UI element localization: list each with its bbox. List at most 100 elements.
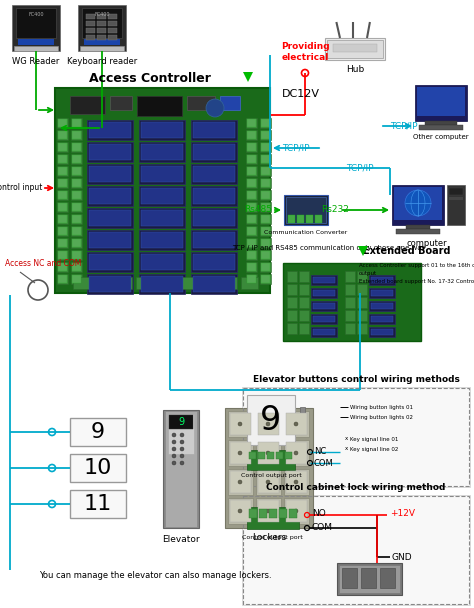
- Bar: [228, 469, 253, 495]
- Bar: [342, 568, 357, 588]
- Bar: [260, 130, 271, 140]
- Circle shape: [266, 509, 270, 513]
- Bar: [258, 500, 279, 522]
- Bar: [299, 284, 309, 295]
- Bar: [70, 418, 126, 446]
- Bar: [269, 509, 277, 518]
- Bar: [394, 187, 442, 220]
- Circle shape: [238, 422, 242, 426]
- Bar: [260, 262, 271, 272]
- Bar: [72, 215, 81, 223]
- Bar: [246, 238, 257, 248]
- Text: Other computer: Other computer: [413, 134, 469, 140]
- Bar: [396, 229, 440, 234]
- Circle shape: [172, 433, 176, 437]
- Text: computer: computer: [407, 238, 447, 247]
- Bar: [199, 277, 216, 289]
- Circle shape: [180, 454, 184, 458]
- Bar: [369, 301, 395, 311]
- Bar: [284, 195, 328, 225]
- Text: You can manage the elevator can also manage lockers.: You can manage the elevator can also man…: [39, 570, 271, 579]
- Bar: [71, 118, 82, 128]
- Bar: [261, 143, 270, 151]
- Bar: [71, 142, 82, 152]
- Bar: [337, 563, 402, 595]
- Text: Access Controller support 01 to the 16th control: Access Controller support 01 to the 16th…: [359, 263, 474, 269]
- Bar: [247, 191, 256, 199]
- Bar: [57, 202, 68, 212]
- Bar: [279, 509, 287, 518]
- Bar: [141, 254, 183, 270]
- Bar: [449, 188, 463, 195]
- Bar: [260, 202, 271, 212]
- Bar: [246, 214, 257, 224]
- Text: Control output port: Control output port: [241, 472, 301, 477]
- Bar: [447, 185, 465, 225]
- Bar: [425, 121, 457, 125]
- Bar: [71, 178, 82, 188]
- Bar: [58, 167, 67, 175]
- Bar: [89, 210, 131, 226]
- Bar: [261, 191, 270, 199]
- Bar: [260, 250, 271, 260]
- Bar: [72, 119, 81, 127]
- Bar: [261, 227, 270, 235]
- Bar: [246, 154, 257, 164]
- Bar: [72, 239, 81, 247]
- Circle shape: [238, 480, 242, 484]
- Bar: [247, 143, 256, 151]
- Bar: [327, 40, 383, 58]
- Text: 9: 9: [178, 417, 184, 427]
- Bar: [57, 226, 68, 236]
- Bar: [246, 178, 257, 188]
- Bar: [191, 274, 237, 294]
- Bar: [57, 214, 68, 224]
- Bar: [258, 442, 279, 464]
- Bar: [57, 166, 68, 176]
- Bar: [225, 408, 313, 528]
- Bar: [139, 164, 185, 184]
- Bar: [157, 277, 174, 289]
- Bar: [247, 227, 256, 235]
- Bar: [71, 214, 82, 224]
- Text: 10: 10: [84, 458, 112, 478]
- Bar: [72, 263, 81, 271]
- Bar: [141, 276, 183, 292]
- Bar: [247, 275, 256, 283]
- Bar: [247, 215, 256, 223]
- Bar: [247, 507, 299, 529]
- Bar: [58, 227, 67, 235]
- Bar: [259, 509, 267, 518]
- Bar: [58, 275, 67, 283]
- Bar: [345, 271, 355, 282]
- Bar: [141, 188, 183, 204]
- Bar: [193, 188, 235, 204]
- Text: Access NC and COM: Access NC and COM: [5, 260, 82, 269]
- Circle shape: [180, 461, 184, 465]
- Text: WG Reader: WG Reader: [12, 58, 60, 66]
- Bar: [258, 413, 279, 435]
- Bar: [139, 274, 185, 294]
- Text: x: x: [345, 437, 347, 441]
- Polygon shape: [243, 72, 253, 82]
- Text: Control output port: Control output port: [242, 534, 302, 539]
- Bar: [191, 142, 237, 162]
- Bar: [141, 166, 183, 182]
- Bar: [220, 277, 237, 289]
- Bar: [71, 154, 82, 164]
- Bar: [168, 414, 194, 454]
- Bar: [339, 565, 400, 593]
- Bar: [57, 250, 68, 260]
- Circle shape: [405, 190, 431, 216]
- Bar: [191, 120, 237, 140]
- Circle shape: [172, 447, 176, 451]
- Bar: [315, 215, 322, 223]
- Bar: [242, 387, 470, 487]
- Bar: [299, 271, 309, 282]
- Text: TCP / IP and RS485 communication only chose one way: TCP / IP and RS485 communication only ch…: [232, 245, 426, 251]
- Bar: [419, 125, 463, 130]
- Bar: [299, 297, 309, 308]
- Bar: [58, 179, 67, 187]
- Bar: [283, 263, 421, 341]
- Bar: [284, 411, 309, 437]
